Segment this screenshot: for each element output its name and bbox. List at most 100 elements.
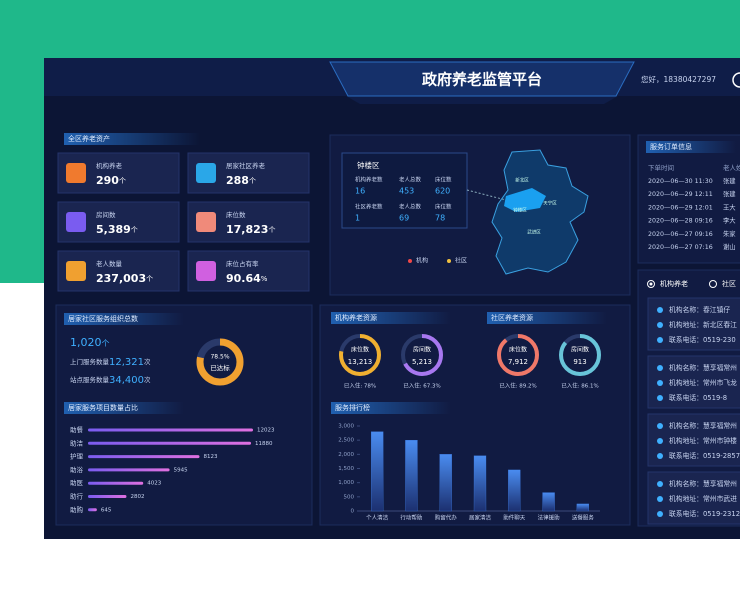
item-value: 8123 [203, 454, 217, 460]
asset-icon [66, 163, 86, 183]
tab-label[interactable]: 社区 [722, 279, 736, 288]
org-stat: 上门服务数量12,321次 [70, 357, 151, 368]
resource-ring [401, 334, 443, 376]
item-label: 助洁 [70, 438, 84, 447]
item-value: 5945 [174, 467, 188, 473]
map-label: 老人总数 [399, 176, 422, 184]
institution-card[interactable] [647, 355, 740, 409]
panel-title: 全区养老资产 [68, 134, 110, 143]
map-highlight[interactable] [504, 188, 546, 212]
asset-unit: 个 [131, 226, 138, 234]
item-bar [88, 508, 97, 512]
bar [576, 503, 590, 512]
institution-card[interactable] [647, 297, 740, 351]
item-bar [88, 495, 127, 498]
item-value: 4023 [147, 481, 161, 487]
asset-unit: 个 [146, 275, 153, 283]
asset-value-text: 288个 [226, 174, 256, 187]
ring-occupancy: 已入住: 86.1% [561, 382, 599, 390]
institution-line: 机构地址：新北区春江 [669, 320, 737, 329]
item-value: 2802 [130, 494, 144, 500]
institution-icon [657, 481, 663, 487]
ring-occupancy: 已入住: 89.2% [499, 382, 537, 390]
institution-icon [657, 496, 663, 502]
asset-icon [196, 163, 216, 183]
institution-card[interactable] [647, 413, 740, 467]
institution-line: 机构地址：常州市飞龙 [669, 378, 737, 387]
ring-occupancy: 已入住: 67.3% [403, 382, 441, 390]
asset-icon [66, 212, 86, 232]
ring-value: 7,912 [508, 358, 528, 366]
ring-occupancy: 已入住: 78% [344, 382, 376, 390]
order-cell: 2020—06—29 12:11 [648, 191, 713, 198]
institution-icon [657, 322, 663, 328]
y-tick-label: 3,000 [338, 424, 354, 430]
tab-label[interactable]: 机构养老 [660, 279, 688, 288]
greeting: 您好，18380427297 [641, 74, 716, 84]
ring-label: 床位数 [509, 346, 527, 354]
institution-line: 联系电话：0519-2857 [669, 451, 740, 460]
order-cell: 李大 [723, 216, 736, 225]
donut-arc [196, 338, 244, 386]
ring-label: 房间数 [571, 346, 589, 354]
y-tick-label: 2,500 [338, 438, 354, 444]
org-stat-value: 34,400 [109, 375, 144, 386]
order-cell: 2020—06—28 09:16 [648, 218, 713, 225]
asset-label: 房间数 [96, 210, 116, 219]
order-cell: 2020—06—29 12:01 [648, 204, 713, 211]
bar [405, 440, 418, 512]
x-tick-label: 法律援助 [538, 514, 561, 522]
asset-value-text: 237,003个 [96, 272, 153, 285]
panel-title-bar [487, 312, 607, 324]
institution-card[interactable] [647, 471, 740, 525]
asset-value: 90.64 [226, 272, 261, 285]
institution-icon [657, 511, 663, 517]
bar [473, 455, 487, 512]
asset-label: 居家社区养老 [226, 161, 266, 170]
institution-line: 机构名称：春江镇仔 [669, 305, 730, 314]
panel-title: 机构养老资源 [335, 313, 377, 322]
asset-label: 床位占有率 [226, 259, 259, 268]
tab-radio[interactable] [647, 280, 655, 288]
bar [508, 469, 521, 512]
ring-value: 13,213 [348, 358, 373, 366]
institution-line: 机构名称：慧享福常州 [669, 421, 737, 430]
ring-value: 5,213 [412, 358, 432, 366]
tab-radio-dot [649, 282, 653, 286]
map-label: 机构养老数 [355, 176, 383, 184]
y-tick-label: 1,500 [338, 466, 354, 472]
institution-icon [657, 337, 663, 343]
asset-value: 17,823 [226, 223, 268, 236]
order-cell: 2020—06—30 11:30 [648, 178, 713, 185]
y-tick-label: 2,000 [338, 452, 354, 458]
org-total: 1,020 [70, 336, 102, 349]
panel-title: 服务订单信息 [650, 142, 692, 151]
map-place: 钟楼区 [513, 207, 527, 214]
panel-title-bar [64, 313, 184, 325]
asset-icon [196, 212, 216, 232]
institution-line: 机构名称：慧享福常州 [669, 479, 737, 488]
asset-value-text: 5,389个 [96, 223, 138, 236]
avatar[interactable] [732, 72, 740, 88]
asset-unit: % [261, 275, 268, 283]
asset-unit: 个 [119, 177, 126, 185]
item-label: 护理 [70, 452, 84, 461]
tab-radio[interactable] [709, 280, 717, 288]
asset-icon [66, 261, 86, 281]
asset-value: 288 [226, 174, 249, 187]
green-band-side [0, 0, 44, 283]
item-label: 助浴 [70, 465, 84, 474]
organizations-panel [55, 304, 313, 526]
map-value: 453 [399, 187, 414, 196]
institution-line: 机构名称：慧享福常州 [669, 363, 737, 372]
x-tick-label: 个人清洁 [366, 514, 389, 522]
asset-value: 237,003 [96, 272, 146, 285]
asset-value-text: 17,823个 [226, 223, 275, 236]
panel-title-bar [64, 133, 200, 145]
map-shape [491, 149, 589, 275]
map-label: 老人总数 [399, 203, 422, 211]
institution-icon [657, 395, 663, 401]
asset-value: 5,389 [96, 223, 131, 236]
order-cell: 张建 [723, 176, 736, 185]
